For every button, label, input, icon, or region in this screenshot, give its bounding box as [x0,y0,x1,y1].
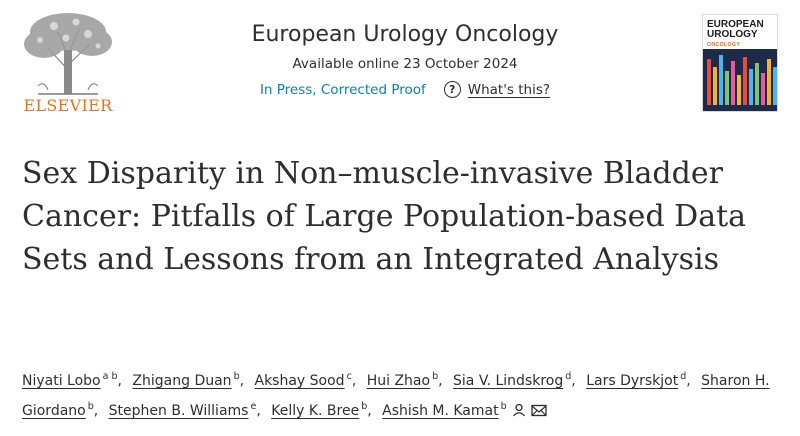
cover-title: EUROPEAN UROLOGY [707,20,764,40]
question-circle-icon[interactable]: ? [443,81,461,98]
author-name-link[interactable]: Zhigang Duan [132,373,232,389]
author-name-link[interactable]: Niyati Lobo [22,373,101,389]
affiliation-marker[interactable]: b [87,401,94,412]
journal-info: European Urology Oncology Available onli… [200,22,610,98]
affiliation-marker[interactable]: c [346,371,352,382]
author-name-link[interactable]: Sia V. Lindskrog [453,373,564,389]
envelope-icon[interactable] [530,400,547,426]
author-name-link[interactable]: Akshay Sood [254,373,345,389]
cover-title-line1: EUROPEAN [707,19,764,30]
author-item: Ashish M. Kamat b [382,401,547,419]
cover-subtitle: ONCOLOGY [707,42,741,48]
author-separator: , [93,403,99,419]
article-title: Sex Disparity in Non–muscle-invasive Bla… [22,156,747,277]
journal-cover-image[interactable]: EUROPEAN UROLOGY ONCOLOGY [702,14,778,112]
author-separator: , [351,373,357,389]
author-item: Niyati Lobo a b, [22,371,128,389]
author-list: Niyati Lobo a b, Zhigang Duan b, Akshay So… [22,364,782,426]
elsevier-tree-icon [24,13,112,95]
author-separator: , [239,373,245,389]
cover-artwork-icon [703,49,777,111]
affiliation-marker[interactable]: b [500,401,507,412]
cover-title-line2: UROLOGY [707,29,758,40]
author-item: Akshay Sood c, [254,371,363,389]
author-item: Sharon H. Giordano b, [22,373,770,419]
author-name-link[interactable]: Ashish M. Kamat [382,403,499,419]
affiliation-marker[interactable]: b [432,371,439,382]
publisher-name: ELSEVIER [23,96,113,115]
affiliation-marker[interactable]: b [361,401,368,412]
author-name-link[interactable]: Hui Zhao [366,373,431,389]
person-icon[interactable] [512,400,526,426]
author-item: Sia V. Lindskrog d, [453,371,582,389]
author-separator: , [686,373,691,389]
author-separator: , [367,403,372,419]
affiliation-marker[interactable]: d [565,371,572,382]
author-item: Hui Zhao b, [366,371,449,389]
elsevier-logo[interactable]: ELSEVIER [18,10,118,120]
affiliation-marker[interactable]: d [680,371,687,382]
author-separator: , [571,373,576,389]
author-name-link[interactable]: Stephen B. Williams [108,403,249,419]
affiliation-marker[interactable]: e [250,401,257,412]
author-item: Stephen B. Williams e, [108,401,267,419]
whats-this-link[interactable]: What's this? [467,81,551,98]
affiliation-marker[interactable]: b [233,371,240,382]
author-item: Lars Dyrskjot d, [586,371,697,389]
author-name-link[interactable]: Sharon H. Giordano [22,373,770,419]
author-separator: , [117,373,122,389]
article-header: ELSEVIER European Urology Oncology Avail… [0,0,800,140]
author-name-link[interactable]: Kelly K. Bree [271,403,360,419]
author-name-link[interactable]: Lars Dyrskjot [586,373,679,389]
article-status-row: In Press, Corrected Proof ? What's this? [200,81,610,98]
affiliation-marker[interactable]: a b [102,371,118,382]
journal-title-link[interactable]: European Urology Oncology [251,22,559,47]
author-separator: , [438,373,443,389]
in-press-link[interactable]: In Press, Corrected Proof [259,81,426,98]
availability-date: Available online 23 October 2024 [292,56,518,72]
author-separator: , [256,403,261,419]
author-item: Zhigang Duan b, [132,371,250,389]
author-item: Kelly K. Bree b, [271,401,377,419]
